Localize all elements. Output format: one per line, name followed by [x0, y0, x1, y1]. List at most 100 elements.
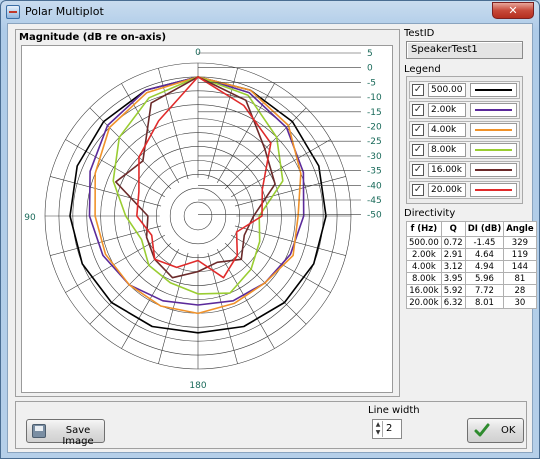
legend-row-8k: ✓ 8.00k: [409, 141, 520, 159]
cell-angle: 119: [503, 248, 537, 261]
legend-label-4k: 4.00k: [428, 123, 466, 137]
cell-freq: 500.00: [406, 236, 442, 249]
legend-checkbox-4k[interactable]: ✓: [412, 124, 424, 136]
cell-q: 6.32: [440, 296, 466, 309]
cell-di: 4.64: [464, 248, 505, 261]
table-row: 16.00k 5.92 7.72 28: [406, 284, 537, 297]
legend-checkbox-20k[interactable]: ✓: [412, 184, 424, 196]
legend-panel: ✓ 500.00 ✓ 2.00k ✓ 4.00k ✓ 8.00k: [406, 76, 523, 204]
legend-swatch-500[interactable]: [470, 83, 517, 97]
angle-label-90: 90: [24, 213, 36, 223]
legend-line-8k: [475, 149, 512, 151]
cell-freq: 4.00k: [406, 260, 442, 273]
legend-line-2k: [475, 109, 512, 111]
db-tick-label: -25: [367, 137, 382, 147]
table-row: 20.00k 6.32 8.01 30: [406, 296, 537, 309]
legend-label-16k: 16.00k: [428, 163, 466, 177]
legend-line-20k: [475, 189, 512, 191]
legend-swatch-2k[interactable]: [470, 103, 517, 117]
cell-freq: 8.00k: [406, 272, 442, 285]
line-width-spinner[interactable]: ▲ ▼ 2: [372, 419, 402, 439]
grid-spoke: [50, 176, 162, 207]
grid-spoke: [158, 68, 189, 180]
legend-checkbox-16k[interactable]: ✓: [412, 164, 424, 176]
legend-label-20k: 20.00k: [428, 183, 466, 197]
db-tick-label: -10: [367, 93, 382, 103]
series-line-8.00k: [112, 76, 284, 295]
legend-label-500: 500.00: [428, 83, 466, 97]
cell-angle: 329: [503, 236, 537, 249]
legend-line-16k: [475, 169, 512, 171]
close-button[interactable]: ✕: [492, 2, 534, 19]
col-header-di: DI (dB): [464, 221, 505, 237]
grid-spoke: [216, 248, 275, 349]
legend-swatch-4k[interactable]: [470, 123, 517, 137]
title-bar: Polar Multiplot ✕: [1, 1, 539, 23]
polar-grid: [44, 62, 352, 370]
col-header-q: Q: [440, 221, 466, 237]
db-tick-label: -45: [367, 196, 382, 206]
grid-spoke: [216, 83, 275, 184]
legend-row-500: ✓ 500.00: [409, 81, 520, 99]
legend-swatch-8k[interactable]: [470, 143, 517, 157]
side-panel: TestID SpeakerTest1 Legend ✓ 500.00 ✓ 2.…: [404, 24, 537, 399]
grid-spoke: [50, 225, 162, 256]
cell-di: 5.96: [464, 272, 505, 285]
polar-series: [69, 76, 327, 334]
cell-angle: 81: [503, 272, 537, 285]
testid-label: TestID: [404, 28, 435, 39]
directivity-table: f (Hz) Q DI (dB) Angle 500.00 0.72 -1.45…: [406, 221, 537, 309]
save-image-button[interactable]: Save Image: [26, 419, 105, 447]
legend-label-2k: 2.00k: [428, 103, 466, 117]
series-line-16.00k: [115, 76, 276, 279]
legend-row-2k: ✓ 2.00k: [409, 101, 520, 119]
legend-line-4k: [475, 129, 512, 131]
ok-label: OK: [501, 425, 516, 436]
line-width-label: Line width: [368, 405, 420, 416]
grid-spoke: [207, 68, 238, 180]
table-row: 4.00k 3.12 4.94 144: [406, 260, 537, 273]
grid-circle: [183, 201, 213, 231]
legend-label: Legend: [404, 64, 441, 75]
plot-area: 0 90 180 5 0 -5 -10 -15 -20 -25 -30 -35 -40 -45 -50: [21, 45, 393, 393]
legend-checkbox-8k[interactable]: ✓: [412, 144, 424, 156]
plot-panel: Magnitude (dB re on-axis) 0 90 180 5 0 -5-…: [15, 29, 400, 397]
cell-di: 4.94: [464, 260, 505, 273]
db-tick-label: -20: [367, 123, 382, 133]
legend-line-500: [475, 89, 512, 91]
grid-spoke: [224, 242, 307, 325]
spinner-arrows-icon[interactable]: ▲ ▼: [374, 421, 383, 437]
series-line-500.00: [69, 76, 327, 334]
cell-freq: 20.00k: [406, 296, 442, 309]
legend-swatch-16k[interactable]: [470, 163, 517, 177]
save-image-label: Save Image: [62, 425, 94, 447]
cell-freq: 16.00k: [406, 284, 442, 297]
testid-field: SpeakerTest1: [406, 41, 523, 59]
grid-spoke: [234, 225, 346, 256]
table-header-row: f (Hz) Q DI (dB) Angle: [406, 221, 537, 237]
db-tick-label: -5: [367, 78, 376, 88]
grid-spoke: [121, 83, 180, 184]
series-line-4.00k: [94, 76, 302, 315]
legend-swatch-20k[interactable]: [470, 183, 517, 197]
col-header-freq: f (Hz): [406, 221, 442, 237]
cell-angle: 28: [503, 284, 537, 297]
legend-row-16k: ✓ 16.00k: [409, 161, 520, 179]
legend-row-20k: ✓ 20.00k: [409, 181, 520, 199]
db-tick-label: -15: [367, 108, 382, 118]
db-tick-label: -50: [367, 211, 382, 221]
bottom-bar: Save Image Line width ▲ ▼ 2 OK: [15, 401, 527, 449]
db-tick-label: -40: [367, 181, 382, 191]
table-row: 2.00k 2.91 4.64 119: [406, 248, 537, 261]
ok-button[interactable]: OK: [467, 418, 524, 443]
cell-q: 0.72: [440, 236, 466, 249]
series-line-2.00k: [88, 76, 305, 306]
legend-label-8k: 8.00k: [428, 143, 466, 157]
app-icon: [6, 5, 20, 19]
legend-checkbox-500[interactable]: ✓: [412, 84, 424, 96]
legend-checkbox-2k[interactable]: ✓: [412, 104, 424, 116]
grid-spoke: [234, 176, 346, 207]
cell-di: 7.72: [464, 284, 505, 297]
col-header-angle: Angle: [503, 221, 537, 237]
